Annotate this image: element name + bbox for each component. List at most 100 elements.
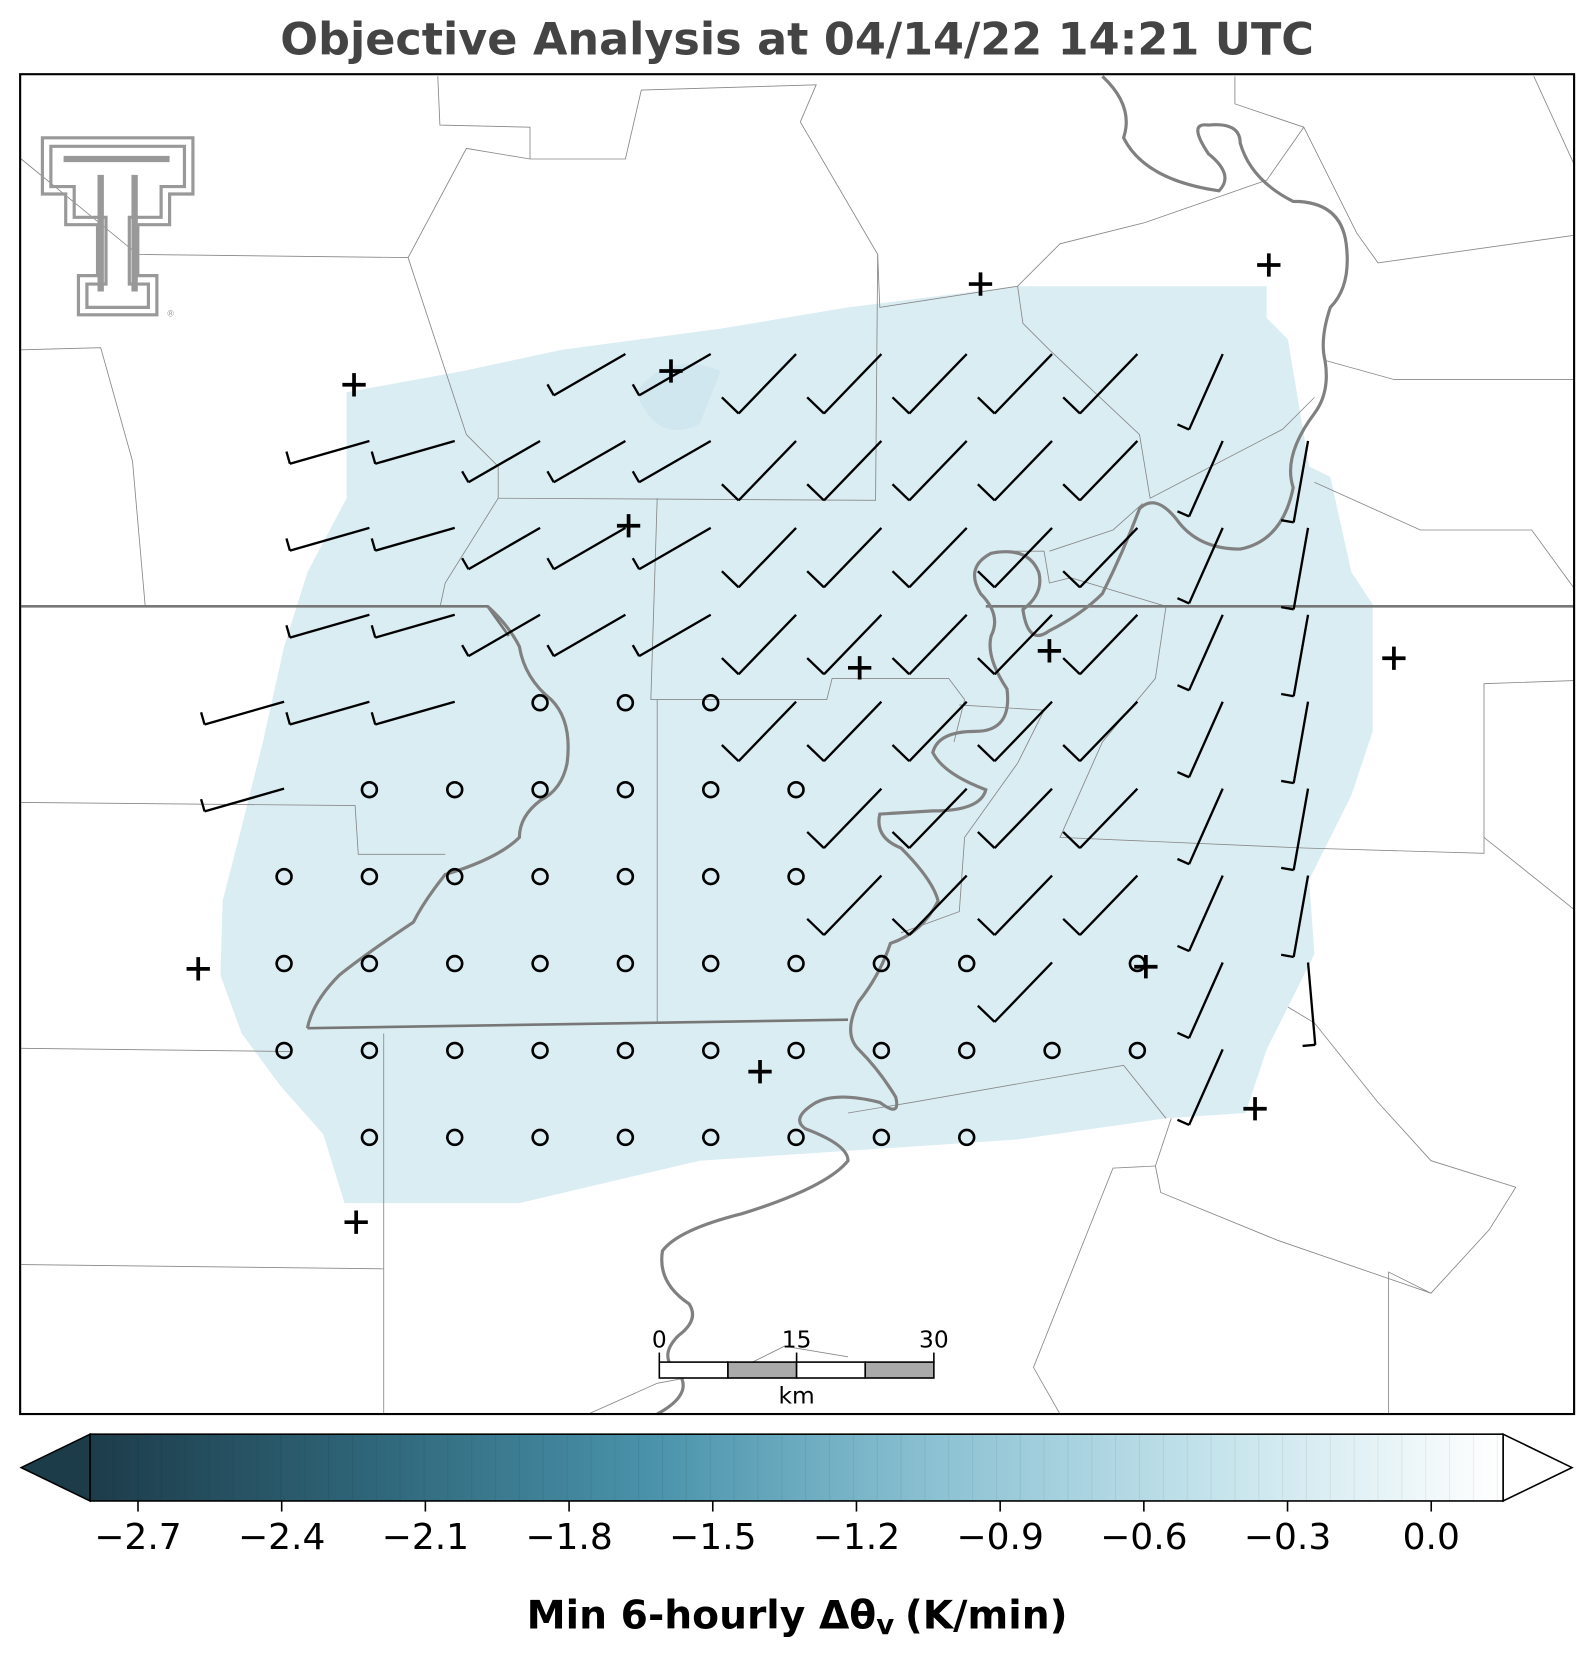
calm-marker xyxy=(701,867,720,886)
wind-barb-shaft xyxy=(289,613,370,639)
colorbar-tick-label: −1.8 xyxy=(525,1517,612,1558)
wind-barb-flag xyxy=(1280,605,1294,611)
wind-barb-shaft xyxy=(289,439,370,465)
wind-barb-shaft xyxy=(553,526,626,571)
wind-barb-flag xyxy=(461,557,470,570)
calm-marker xyxy=(1128,1041,1147,1060)
colorbar-tick-label: −2.4 xyxy=(238,1517,325,1558)
missing-station xyxy=(186,957,210,981)
missing-station xyxy=(968,272,993,296)
colorbar-tick-label: 0.0 xyxy=(1403,1517,1460,1558)
calm-marker xyxy=(360,780,379,799)
calm-marker xyxy=(531,1041,549,1060)
wind-barb-flag xyxy=(721,657,740,676)
colorbar-tick-label: −1.5 xyxy=(669,1517,756,1558)
wind-barb-shaft xyxy=(823,613,883,676)
wind-barb-flag xyxy=(891,396,911,415)
wind-barb-shaft xyxy=(993,961,1053,1023)
wind-barb-flag xyxy=(1176,857,1190,866)
calm-marker xyxy=(787,867,805,886)
colorbar-extend-low xyxy=(19,1432,91,1503)
wind-barb-flag xyxy=(546,470,555,483)
county-lines xyxy=(20,76,1575,1415)
calm-marker xyxy=(445,780,464,799)
wind-barb-flag xyxy=(977,396,996,415)
wind-barb-shaft xyxy=(1079,700,1139,763)
wind-barb-shaft xyxy=(908,353,968,415)
wind-barb-shaft xyxy=(467,613,541,658)
wind-barb-shaft xyxy=(908,527,968,589)
scale-bar: 0 15 30 km xyxy=(652,1326,949,1409)
colorbar-tick-label: −0.9 xyxy=(956,1517,1043,1558)
calm-marker xyxy=(616,1041,635,1060)
wind-barb-shaft xyxy=(1188,614,1224,691)
wind-barb-shaft xyxy=(1292,527,1310,610)
colorbar: −2.7 −2.4 −2.1 −1.8 −1.5 −1.2 −0.9 −0.6 −0.3 0.0 M… xyxy=(19,1432,1574,1641)
wind-barb-shaft xyxy=(467,439,541,484)
wind-barb-flag xyxy=(370,451,377,465)
wind-barb-shaft xyxy=(823,787,883,849)
wind-barb-flag xyxy=(891,831,911,849)
wind-barb-shaft xyxy=(993,353,1053,415)
wind-barb-flag xyxy=(631,383,641,396)
scale-label: 15 xyxy=(782,1326,812,1353)
wind-barb-shaft xyxy=(908,440,968,502)
wind-barb-flag xyxy=(631,644,641,657)
wind-barb-flag xyxy=(285,711,292,725)
calm-marker xyxy=(445,867,464,886)
wind-barb-flag xyxy=(977,1004,996,1023)
wind-barb-flag xyxy=(1176,944,1190,953)
wind-barb-shaft xyxy=(823,527,883,589)
wind-barb-shaft xyxy=(908,787,968,849)
calm-marker xyxy=(787,1128,805,1147)
wind-barb-shaft xyxy=(638,526,712,571)
map-frame xyxy=(19,73,1576,1416)
wind-barb-flag xyxy=(546,383,555,396)
wind-barb-flag xyxy=(1176,771,1190,779)
wind-barb-shaft xyxy=(553,439,626,484)
wind-barb-shaft xyxy=(1292,875,1310,958)
wind-barb-flag xyxy=(721,570,740,589)
wind-barb-flag xyxy=(891,483,911,502)
wind-barb-shaft xyxy=(737,440,797,502)
wind-barb-shaft xyxy=(1292,701,1310,784)
colorbar-body xyxy=(89,1433,1504,1502)
wind-barb-shaft xyxy=(737,353,797,415)
wind-barb-flag xyxy=(721,483,740,502)
calm-marker xyxy=(445,1128,464,1147)
wind-barb-flag xyxy=(285,451,292,465)
wind-barb-flag xyxy=(806,396,825,415)
calm-marker xyxy=(957,1128,976,1147)
wind-barb-flag xyxy=(1280,953,1294,959)
calm-marker xyxy=(701,1041,720,1060)
wind-barb-flag xyxy=(806,570,825,589)
missing-station xyxy=(616,514,641,538)
wind-barb-shaft xyxy=(638,353,712,397)
scale-label: 30 xyxy=(919,1326,949,1353)
wind-barb-flag xyxy=(806,657,825,676)
calm-marker xyxy=(445,954,464,973)
wind-barb-shaft xyxy=(374,700,456,726)
calm-marker xyxy=(616,954,635,973)
wind-barb-shaft xyxy=(289,526,370,552)
calm-marker xyxy=(701,694,720,712)
wind-barb-flag xyxy=(891,917,911,936)
missing-station xyxy=(1243,1097,1267,1121)
wind-barb-flag xyxy=(370,538,377,551)
wind-barb-flag xyxy=(461,470,470,483)
wind-barb-shaft xyxy=(737,700,797,763)
wind-barb-shaft xyxy=(204,700,285,726)
missing-station xyxy=(344,1210,368,1234)
wind-barb-flag xyxy=(721,396,740,415)
wind-barb-shaft xyxy=(823,353,883,415)
wind-barb-shaft xyxy=(1292,614,1310,697)
wind-barb-flag xyxy=(1062,483,1081,502)
calm-marker xyxy=(360,1128,379,1147)
wind-barb-flag xyxy=(1062,570,1081,589)
wind-barb-flag xyxy=(977,917,996,936)
scale-segment xyxy=(658,1361,729,1379)
logo: ® xyxy=(40,136,195,318)
calm-marker xyxy=(531,780,549,799)
calm-marker xyxy=(787,1041,805,1060)
